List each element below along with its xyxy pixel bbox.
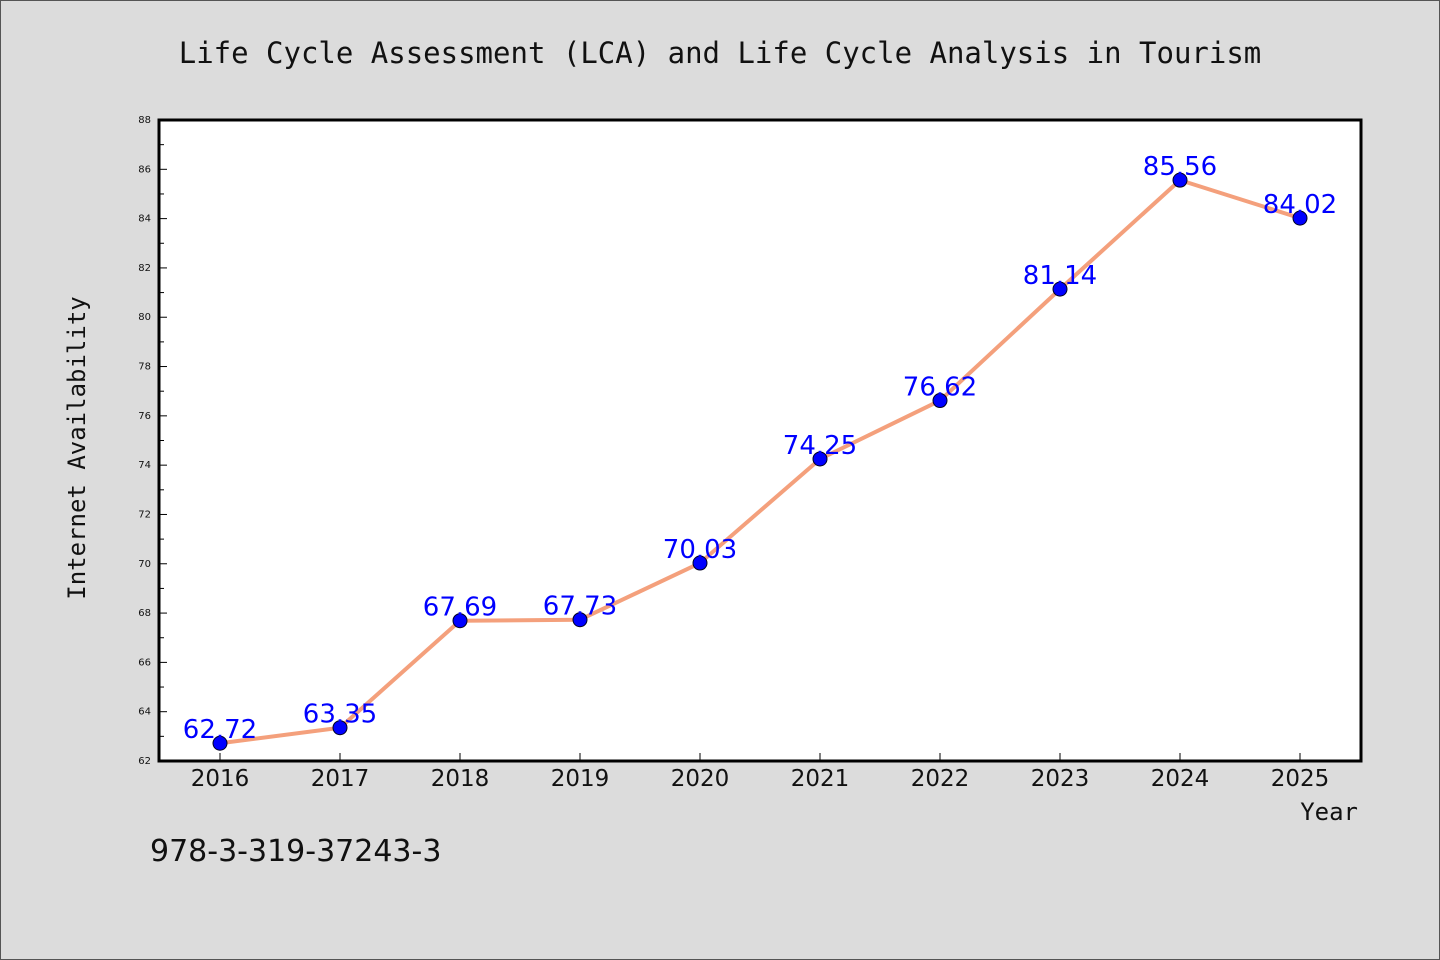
x-tick-label: 2016	[191, 766, 250, 792]
y-tick-label: 70	[138, 559, 151, 570]
x-tick-label: 2022	[911, 766, 970, 792]
x-tick-label: 2024	[1151, 766, 1210, 792]
x-axis: 2016 2017 2018 2019 2020 2021 2022 2023 2024 2025	[191, 753, 1330, 792]
x-tick-label: 2021	[791, 766, 850, 792]
data-label: 74.25	[783, 431, 857, 461]
y-tick-label: 82	[138, 263, 151, 274]
x-axis-title: Year	[1300, 798, 1358, 826]
y-tick-label: 78	[138, 362, 151, 373]
data-point	[452, 613, 468, 629]
series-group: 62.72 63.35 67.69 67.73 70.03 74.25 76.62 81.14…	[183, 152, 1337, 751]
y-tick-label: 68	[138, 608, 151, 619]
data-label: 63.35	[303, 700, 377, 730]
y-tick-label: 80	[138, 312, 151, 323]
data-point	[572, 612, 588, 628]
data-point	[212, 735, 228, 751]
x-tick-label: 2019	[551, 766, 610, 792]
x-tick-label: 2023	[1031, 766, 1090, 792]
y-tick-label: 74	[138, 460, 151, 471]
y-tick-label: 88	[138, 115, 151, 126]
data-label: 70.03	[663, 535, 737, 565]
data-label: 67.73	[543, 592, 617, 622]
data-label: 85.56	[1143, 152, 1217, 182]
y-tick-label: 72	[138, 509, 151, 520]
y-tick-label: 76	[138, 411, 151, 422]
isbn-label: 978-3-319-37243-3	[150, 834, 442, 869]
data-label: 67.69	[423, 593, 497, 623]
data-point	[1292, 210, 1308, 226]
series-line	[219, 178, 1301, 746]
data-point	[692, 555, 708, 571]
data-point	[932, 393, 948, 409]
data-point	[1052, 281, 1068, 297]
y-tick-label: 66	[138, 657, 151, 668]
data-label: 81.14	[1023, 261, 1097, 291]
y-tick-label: 62	[138, 756, 151, 767]
data-point	[332, 720, 348, 736]
x-tick-label: 2017	[311, 766, 370, 792]
y-axis: 62 64 66 68 70 72 74 76 78 80 82 84 86 88	[138, 115, 167, 767]
y-tick-label: 84	[138, 214, 151, 225]
y-axis-title: Internet Availability	[63, 296, 91, 599]
chart-title: Life Cycle Assessment (LCA) and Life Cyc…	[178, 36, 1262, 70]
y-tick-label: 64	[138, 707, 151, 718]
data-point	[1172, 172, 1188, 188]
y-tick-label: 86	[138, 164, 151, 175]
data-label: 84.02	[1263, 190, 1337, 220]
data-point	[812, 451, 828, 467]
x-tick-label: 2018	[431, 766, 490, 792]
data-label: 62.72	[183, 715, 257, 745]
plot-area	[157, 118, 1363, 763]
x-tick-label: 2020	[671, 766, 730, 792]
x-tick-label: 2025	[1271, 766, 1330, 792]
data-label: 76.62	[903, 373, 977, 403]
